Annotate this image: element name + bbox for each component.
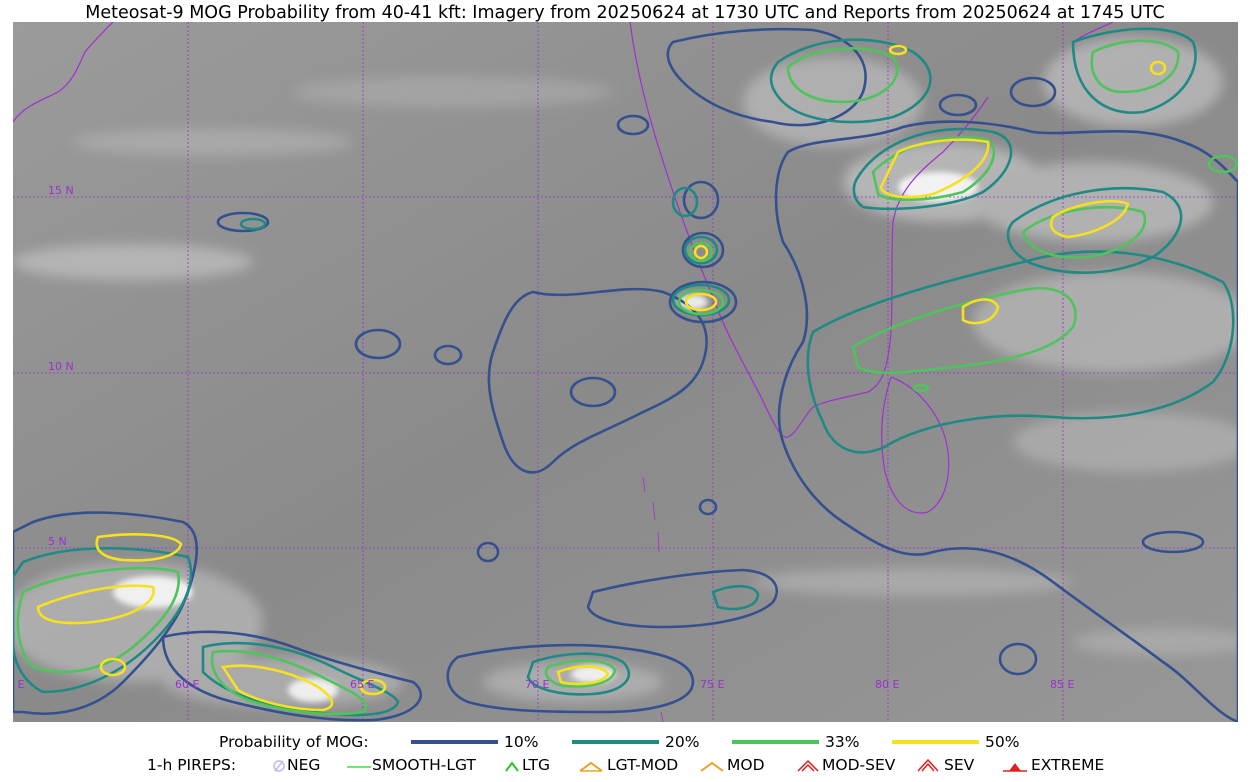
- legend-swatch-20pct: [572, 740, 659, 744]
- lat-label-15n: 15 N: [48, 184, 74, 197]
- lon-label-70e: 70 E: [525, 678, 549, 691]
- contours-50pct: [36, 44, 1167, 712]
- pireps-legend: 1-h PIREPS: NEG SMOOTH-LGT LTG LGT-MOD M…: [0, 756, 1250, 776]
- legend-label-50pct: 50%: [985, 733, 1020, 751]
- map-labels: 15 N 10 N 5 N 55 E 60 E 65 E 70 E 75 E 8…: [13, 184, 1074, 691]
- ltg-icon: [505, 761, 519, 772]
- pirep-label-lgt-mod: LGT-MOD: [607, 756, 679, 774]
- cloud-texture: [13, 37, 1238, 707]
- pireps-legend-label: 1-h PIREPS:: [147, 756, 237, 774]
- lon-label-60e: 60 E: [175, 678, 199, 691]
- legend-swatch-50pct: [892, 740, 979, 744]
- legend-label-10pct: 10%: [504, 733, 539, 751]
- lon-label-65e: 65 E: [350, 678, 374, 691]
- legend-label-20pct: 20%: [665, 733, 700, 751]
- sev-icon: [917, 758, 939, 772]
- probability-legend-label: Probability of MOG:: [219, 733, 369, 751]
- satellite-map[interactable]: 15 N 10 N 5 N 55 E 60 E 65 E 70 E 75 E 8…: [13, 22, 1238, 722]
- legend-swatch-10pct: [411, 740, 498, 744]
- lat-label-10n: 10 N: [48, 360, 74, 373]
- lon-label-75e: 75 E: [700, 678, 724, 691]
- lgt-mod-icon: [579, 761, 603, 772]
- smooth-lgt-icon: [347, 766, 371, 768]
- mod-icon: [700, 761, 724, 772]
- pirep-label-mod-sev: MOD-SEV: [822, 756, 896, 774]
- lon-label-80e: 80 E: [875, 678, 899, 691]
- pirep-label-extreme: EXTREME: [1031, 756, 1105, 774]
- contours-33pct: [16, 39, 1238, 716]
- pirep-label-sev: SEV: [944, 756, 975, 774]
- extreme-icon: [1003, 763, 1027, 772]
- lon-label-85e: 85 E: [1050, 678, 1074, 691]
- probability-legend: Probability of MOG: 10% 20% 33% 50%: [0, 733, 1250, 753]
- pirep-label-neg: NEG: [287, 756, 321, 774]
- map-title: Meteosat-9 MOG Probability from 40-41 kf…: [85, 3, 1165, 23]
- lon-label-55e: 55 E: [13, 678, 24, 691]
- legend-swatch-33pct: [732, 740, 819, 744]
- pirep-label-ltg: LTG: [522, 756, 550, 774]
- pirep-label-mod: MOD: [727, 756, 765, 774]
- pirep-label-smooth-lgt: SMOOTH-LGT: [372, 756, 476, 774]
- mod-sev-icon: [797, 759, 819, 772]
- contours-20pct: [13, 27, 1235, 717]
- lat-label-5n: 5 N: [48, 535, 67, 548]
- neg-icon: [273, 760, 285, 772]
- legend-label-33pct: 33%: [825, 733, 860, 751]
